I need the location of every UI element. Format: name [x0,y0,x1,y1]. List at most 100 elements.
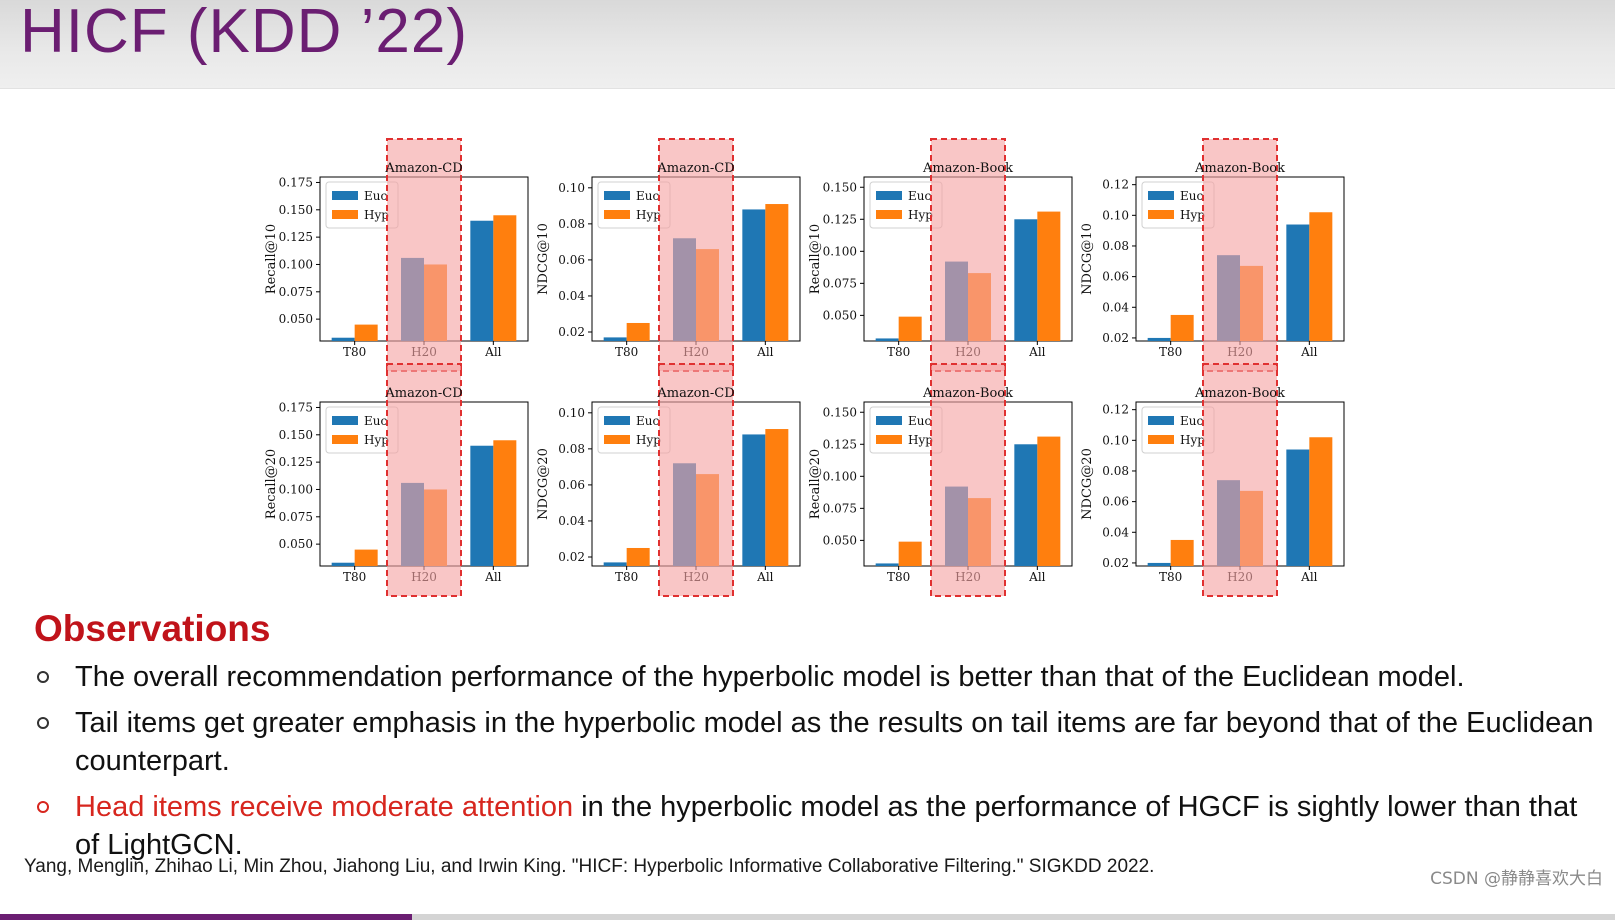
legend-label: Euc [908,189,931,203]
legend-swatch [604,210,630,219]
bullet-circle-icon [37,801,49,813]
bar-hyp [354,324,378,341]
y-axis-label: NDCG@10 [536,223,551,295]
chart-recall10-book: 0.0500.0750.1000.1250.150T80H20AllRecall… [808,135,1089,372]
y-axis-label: Recall@20 [264,449,279,519]
y-tick-label: 0.06 [1102,270,1129,284]
slide-header: HICF (KDD ’22) [0,0,1615,89]
y-tick-label: 0.050 [279,537,313,551]
bar-hyp [354,549,378,566]
chart-svg: 0.020.040.060.080.10T80H20AllNDCG@20EucH… [536,363,801,597]
y-tick-label: 0.08 [558,442,585,456]
y-tick-label: 0.125 [279,230,313,244]
x-tick-label: All [1300,570,1318,584]
bar-hyp [1170,314,1194,341]
y-axis-label: NDCG@10 [1080,223,1095,295]
bar-euc [603,337,627,341]
y-tick-label: 0.02 [1102,556,1129,570]
chart-svg: 0.0500.0750.1000.1250.150T80H20AllRecall… [808,363,1073,597]
y-tick-label: 0.12 [1102,178,1129,192]
chart-svg: 0.020.040.060.080.10T80H20AllNDCG@10EucH… [536,138,801,372]
y-tick-label: 0.100 [823,244,857,258]
bar-euc [603,562,627,566]
citation: Yang, Menglin, Zhihao Li, Min Zhou, Jiah… [24,856,1155,877]
legend-label: Euc [908,414,931,428]
y-tick-label: 0.075 [279,285,313,299]
chart-recall20-book: 0.0500.0750.1000.1250.150T80H20AllRecall… [808,360,1089,597]
chart-title: Amazon-Book [922,386,1013,401]
y-axis-label: NDCG@20 [536,448,551,520]
y-tick-label: 0.02 [558,325,585,339]
bar-euc [470,220,494,341]
y-tick-label: 0.050 [823,308,857,322]
highlight-region [1202,363,1278,597]
results-figure: 0.0500.0750.1000.1250.1500.175T80H20AllR… [264,135,1395,597]
legend-label: Euc [636,189,659,203]
legend-label: Euc [636,414,659,428]
legend-label: Euc [364,189,387,203]
legend-label: Hyp [636,208,661,222]
chart-title: Amazon-CD [384,161,462,176]
y-tick-label: 0.10 [558,181,585,195]
bar-euc [1014,219,1038,341]
slide-progress-bar [0,914,1615,920]
bar-euc [742,434,766,566]
observation-item-highlighted: Head items receive moderate attention in… [34,788,1594,864]
x-tick-label: All [484,345,502,359]
legend-swatch [1148,210,1174,219]
legend-swatch [1148,416,1174,425]
bar-hyp [898,541,922,566]
observation-item: Tail items get greater emphasis in the h… [34,704,1594,780]
observation-item: The overall recommendation performance o… [34,658,1594,696]
legend-label: Hyp [364,433,389,447]
y-tick-label: 0.150 [279,203,313,217]
bar-euc [875,563,899,566]
chart-ndcg10-book: 0.020.040.060.080.100.12T80H20AllNDCG@10… [1080,135,1361,372]
bar-hyp [1037,211,1061,341]
bar-euc [1286,449,1310,566]
chart-title: Amazon-Book [1194,386,1285,401]
y-tick-label: 0.04 [558,514,585,528]
y-tick-label: 0.150 [279,428,313,442]
chart-title: Amazon-Book [1194,161,1285,176]
bullet-circle-icon [37,717,49,729]
legend-swatch [1148,435,1174,444]
y-tick-label: 0.175 [279,175,313,189]
legend-swatch [604,435,630,444]
y-tick-label: 0.08 [1102,239,1129,253]
y-tick-label: 0.075 [823,276,857,290]
chart-title: Amazon-CD [656,386,734,401]
y-tick-label: 0.10 [1102,433,1129,447]
legend-swatch [604,416,630,425]
bar-euc [331,562,355,566]
bar-euc [1147,562,1171,566]
x-tick-label: T80 [343,345,366,359]
bar-euc [875,338,899,341]
x-tick-label: All [1028,570,1046,584]
chart-svg: 0.0500.0750.1000.1250.1500.175T80H20AllR… [264,138,529,372]
bar-hyp [1309,437,1333,566]
y-tick-label: 0.075 [279,510,313,524]
x-tick-label: All [484,570,502,584]
x-tick-label: T80 [615,345,638,359]
observations-list: The overall recommendation performance o… [34,658,1594,872]
legend-label: Euc [364,414,387,428]
legend-swatch [332,191,358,200]
chart-title: Amazon-Book [922,161,1013,176]
chart-ndcg10-cd: 0.020.040.060.080.10T80H20AllNDCG@10EucH… [536,135,817,372]
y-tick-label: 0.06 [558,478,585,492]
bar-euc [1014,444,1038,566]
highlight-region [1202,138,1278,372]
highlight-region [386,363,462,597]
observation-highlight: Head items receive moderate attention [75,791,574,823]
y-axis-label: Recall@10 [264,224,279,294]
y-tick-label: 0.125 [823,212,857,226]
legend-swatch [332,435,358,444]
chart-title: Amazon-CD [656,161,734,176]
y-tick-label: 0.175 [279,400,313,414]
legend-label: Hyp [1180,208,1205,222]
observation-text: The overall recommendation performance o… [75,661,1465,693]
y-tick-label: 0.04 [1102,525,1129,539]
y-tick-label: 0.150 [823,180,857,194]
y-tick-label: 0.10 [558,406,585,420]
